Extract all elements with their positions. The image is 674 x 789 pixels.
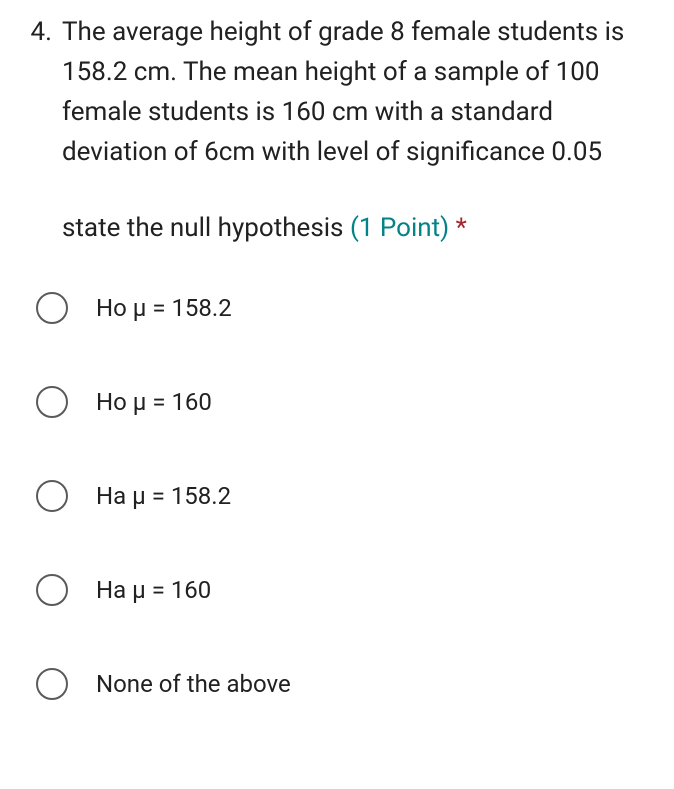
radio-icon — [36, 574, 68, 606]
option-3[interactable]: Ha μ = 158.2 — [36, 480, 650, 512]
option-label: Ha μ = 160 — [96, 574, 211, 606]
option-4[interactable]: Ha μ = 160 — [36, 574, 650, 606]
option-1[interactable]: Ho μ = 158.2 — [36, 292, 650, 324]
radio-icon — [36, 292, 68, 324]
radio-icon — [36, 386, 68, 418]
required-mark: * — [456, 213, 467, 243]
question-number: 4. — [20, 12, 62, 52]
question-text: The average height of grade 8 female stu… — [62, 12, 650, 172]
radio-icon — [36, 480, 68, 512]
option-label: Ho μ = 158.2 — [96, 292, 232, 324]
radio-icon — [36, 668, 68, 700]
question-container: 4. The average height of grade 8 female … — [0, 0, 674, 712]
option-label: Ha μ = 158.2 — [96, 480, 231, 512]
question-prompt: state the null hypothesis (1 Point) * — [62, 208, 650, 248]
points-text: (1 Point) — [350, 213, 449, 243]
option-5[interactable]: None of the above — [36, 668, 650, 700]
question-body: The average height of grade 8 female stu… — [62, 12, 650, 248]
option-label: None of the above — [96, 668, 291, 700]
option-label: Ho μ = 160 — [96, 386, 212, 418]
prompt-text: state the null hypothesis — [62, 213, 343, 243]
options-group: Ho μ = 158.2 Ho μ = 160 Ha μ = 158.2 Ha … — [20, 292, 650, 700]
question-row: 4. The average height of grade 8 female … — [20, 12, 650, 248]
option-2[interactable]: Ho μ = 160 — [36, 386, 650, 418]
